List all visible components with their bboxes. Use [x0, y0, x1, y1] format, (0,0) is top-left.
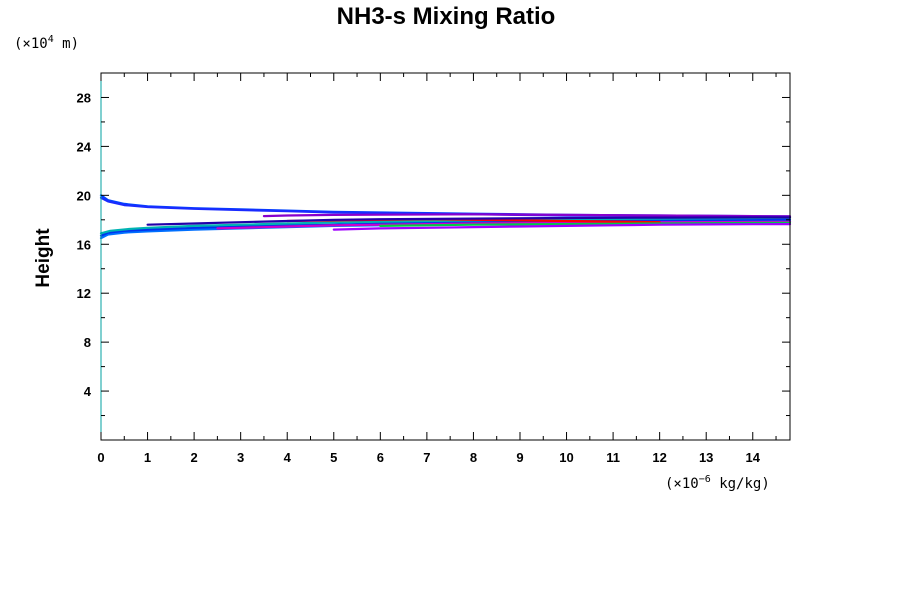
y-tick-label: 4: [84, 384, 92, 399]
y-tick-label: 20: [77, 188, 91, 203]
x-tick-label: 14: [746, 450, 761, 465]
series-line-9: [379, 221, 792, 227]
series-line-7: [262, 213, 792, 218]
y-unit-label: (×104 m): [14, 34, 79, 52]
y-tick-label: 12: [77, 286, 91, 301]
y-unit-exponent: 4: [48, 34, 54, 45]
x-tick-label: 2: [190, 450, 197, 465]
x-tick-label: 6: [377, 450, 384, 465]
y-unit-suffix: m): [54, 36, 79, 52]
x-unit-prefix: (×10: [665, 476, 699, 492]
x-tick-label: 5: [330, 450, 337, 465]
series-layer: [99, 194, 792, 240]
x-tick-label: 0: [97, 450, 104, 465]
x-tick-label: 13: [699, 450, 713, 465]
series-line-11: [332, 223, 792, 231]
y-axis-label: Height: [33, 228, 54, 288]
y-unit-prefix: (×10: [14, 36, 48, 52]
y-tick-label: 28: [77, 90, 91, 105]
x-tick-label: 1: [144, 450, 151, 465]
y-tick-label: 8: [84, 335, 91, 350]
x-tick-label: 8: [470, 450, 477, 465]
chart-title: NH3-s Mixing Ratio: [337, 3, 556, 30]
x-tick-label: 9: [516, 450, 523, 465]
plot-frame: [100, 72, 791, 441]
x-tick-label: 11: [606, 450, 620, 465]
x-tick-label: 7: [423, 450, 430, 465]
x-unit-exponent: −6: [699, 474, 711, 485]
y-tick-label: 16: [77, 237, 91, 252]
x-tick-label: 3: [237, 450, 244, 465]
x-tick-label: 4: [284, 450, 292, 465]
series-line-10: [146, 216, 792, 226]
x-unit-label: (×10−6 kg/kg): [665, 474, 770, 492]
y-tick-label: 24: [77, 139, 92, 154]
x-unit-suffix: kg/kg): [711, 476, 770, 492]
x-tick-label: 12: [652, 450, 666, 465]
x-tick-label: 10: [559, 450, 573, 465]
